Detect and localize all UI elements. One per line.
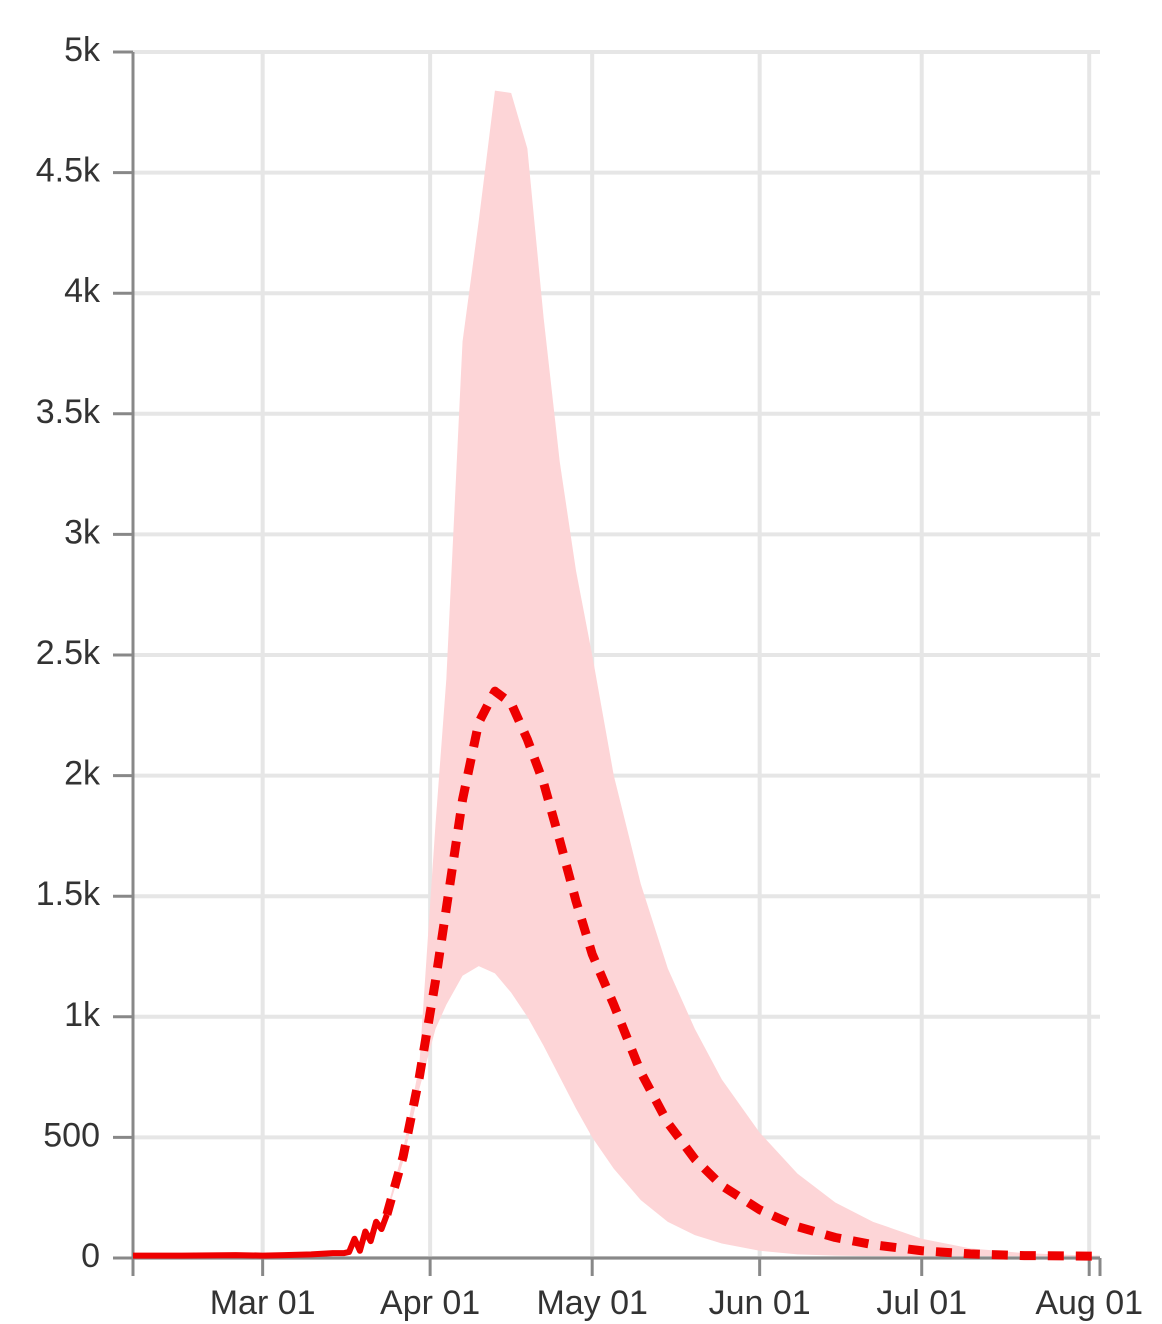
x-tick-label: Mar 01 — [210, 1284, 316, 1322]
y-tick-label: 3k — [64, 513, 101, 551]
confidence-band — [386, 90, 1100, 1257]
line — [382, 686, 1100, 1261]
x-tick-label: Jul 01 — [876, 1284, 967, 1322]
y-tick-label: 500 — [43, 1116, 100, 1154]
y-tick-label: 1k — [64, 996, 101, 1034]
y-tick-label: 4k — [64, 272, 101, 310]
y-tick-label: 1.5k — [36, 875, 101, 913]
y-tick-label: 2.5k — [36, 634, 101, 672]
x-tick-label: Jun 01 — [709, 1284, 811, 1322]
x-tick-label: Aug 01 — [1035, 1284, 1143, 1322]
x-tick-label: May 01 — [536, 1284, 648, 1322]
y-tick-label: 3.5k — [36, 393, 101, 431]
y-tick-label: 2k — [64, 755, 101, 793]
y-tick-label: 4.5k — [36, 152, 101, 190]
line — [133, 1213, 390, 1259]
x-tick-label: Apr 01 — [380, 1284, 480, 1322]
y-tick-label: 5k — [64, 31, 101, 69]
y-tick-label: 0 — [81, 1237, 100, 1275]
